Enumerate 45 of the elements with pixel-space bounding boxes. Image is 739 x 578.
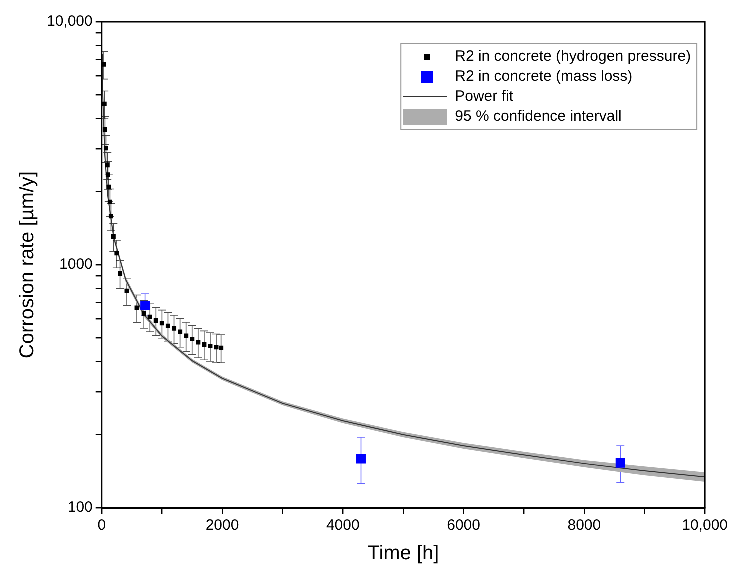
point [616,458,626,468]
point [148,314,152,320]
x-tick-label: 8000 [568,517,602,534]
x-tick-label: 2000 [206,517,240,534]
point [114,251,120,256]
legend-label: R2 in concrete (mass loss) [455,68,633,86]
point [111,234,116,240]
point [105,163,110,168]
y-axis-title: Corrosion rate [µm/y] [16,171,39,359]
point [202,342,207,347]
point [106,184,112,190]
point [102,102,107,106]
point [166,324,170,328]
point [118,272,123,276]
x-tick-label: 10,000 [682,517,728,534]
point [124,288,130,294]
legend-label: Power fit [455,88,514,106]
point [160,321,164,326]
point [190,336,195,342]
point [108,200,112,204]
y-tick-label: 10,000 [46,13,93,30]
point [104,146,108,151]
point [208,344,213,349]
y-tick-label: 1000 [60,256,93,274]
point [178,330,183,334]
point [106,172,110,178]
point [140,300,150,310]
point [172,326,177,331]
point [134,306,140,310]
annotation: 95 % confidence intervall [455,108,622,126]
x-tick-label: 4000 [326,517,360,534]
x-tick-label: 6000 [447,517,480,534]
point [102,128,108,132]
point [356,454,366,464]
point [184,334,189,338]
x-tick-label: 0 [98,517,106,534]
point [108,214,114,219]
x-axis-title: Time [h] [368,542,440,565]
y-tick-label: 100 [68,499,93,516]
legend-label: R2 in concrete (hydrogen pressure) [455,48,692,66]
point [219,346,224,350]
point [154,318,158,323]
point [196,340,201,345]
point [142,311,146,316]
point [214,345,219,350]
